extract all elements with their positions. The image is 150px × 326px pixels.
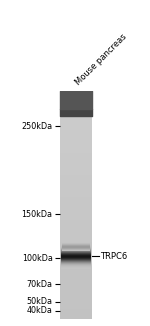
Text: 250kDa: 250kDa [22,122,53,131]
Text: 40kDa: 40kDa [27,306,53,315]
Text: 50kDa: 50kDa [27,297,53,306]
Text: 150kDa: 150kDa [22,210,53,219]
Text: TRPC6: TRPC6 [100,252,127,261]
Text: 70kDa: 70kDa [27,280,53,289]
Text: Mouse pancreas: Mouse pancreas [74,32,129,87]
Text: 100kDa: 100kDa [22,254,53,262]
